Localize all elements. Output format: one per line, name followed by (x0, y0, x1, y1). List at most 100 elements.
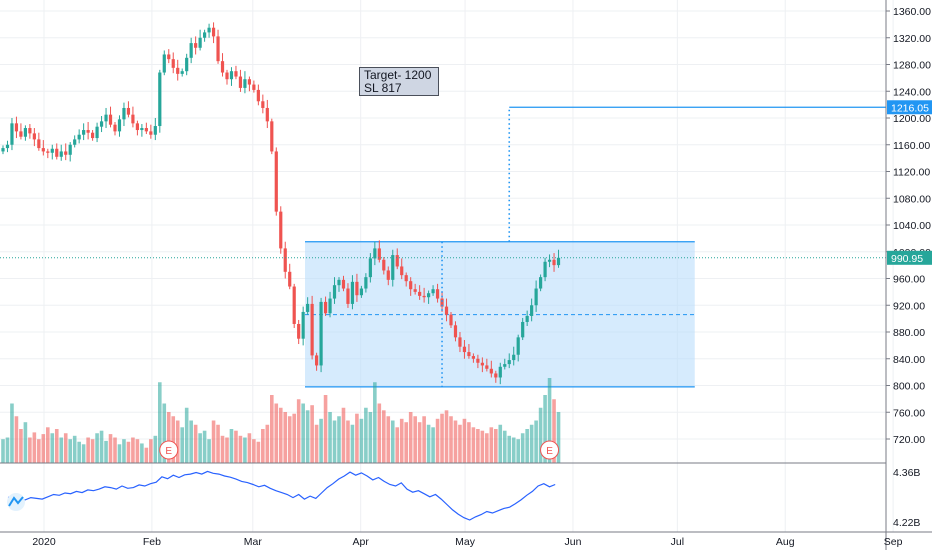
volume-bar (86, 437, 90, 463)
candle-body (131, 114, 135, 124)
volume-bar (59, 437, 64, 463)
volume-bar (390, 420, 395, 463)
candle-body (453, 325, 458, 338)
volume-bar (270, 395, 274, 463)
target-annotation[interactable]: Target- 1200 SL 817 (359, 67, 439, 96)
volume-bar (162, 403, 167, 463)
candle-body (346, 288, 350, 304)
volume-bar (153, 435, 158, 463)
candle-body (144, 128, 148, 132)
annotation-sl-text: SL 817 (364, 81, 402, 95)
volume-bar (543, 395, 547, 463)
volume-bar (462, 418, 467, 463)
volume-bar (131, 437, 135, 463)
candle-body (444, 306, 449, 315)
candle-body (46, 151, 50, 153)
volume-bar (216, 424, 220, 463)
volume-bar (364, 407, 368, 463)
volume-bar (140, 443, 144, 463)
price-tick-label: 880.00 (893, 327, 925, 339)
candle-body (552, 259, 556, 266)
volume-bar (10, 403, 14, 463)
candle-body (189, 43, 193, 58)
candle-body (440, 298, 444, 307)
candle-body (373, 248, 377, 259)
candle-body (234, 71, 238, 77)
candle-body (341, 279, 346, 289)
volume-bar (32, 432, 37, 463)
volume-bar (252, 439, 256, 463)
candle-body (113, 124, 117, 132)
candle-body (323, 301, 328, 314)
candle-body (368, 258, 372, 278)
candle-body (391, 255, 395, 280)
candle-body (1, 148, 5, 152)
volume-bar (301, 403, 305, 463)
candle-body (5, 144, 10, 149)
candle-body (449, 314, 453, 326)
time-tick-label: 2020 (32, 536, 56, 548)
volume-bar (359, 418, 364, 463)
candle-body (467, 352, 471, 357)
earnings-marker (540, 440, 560, 460)
candle-body (382, 259, 386, 271)
candle-body (122, 107, 126, 120)
volume-bar (5, 437, 10, 463)
candle-body (203, 32, 207, 38)
volume-bar (538, 407, 543, 463)
candle-body (462, 346, 467, 353)
candle-body (162, 54, 166, 73)
candle-body (180, 71, 184, 74)
time-tick-label: Mar (244, 536, 263, 548)
candle-body (265, 107, 269, 122)
volume-bar (99, 430, 104, 463)
candle-body (409, 281, 413, 290)
price-tick-label: 1120.00 (893, 167, 930, 179)
candle-body (525, 315, 529, 322)
volume-bar (247, 433, 252, 463)
candle-body (315, 355, 319, 366)
volume-bar (485, 433, 489, 463)
volume-bar (108, 434, 113, 463)
volume-bar (404, 422, 408, 463)
candle-body (64, 151, 68, 155)
candle-body (59, 151, 63, 157)
volume-bar (283, 412, 288, 463)
volume-bar (135, 439, 140, 463)
candle-body (521, 321, 525, 338)
volume-bar (435, 418, 440, 463)
candle-body (543, 261, 547, 278)
candle-body (68, 144, 72, 155)
volume-bar (377, 403, 382, 463)
price-tick-label: 1280.00 (893, 60, 931, 72)
volume-bar (323, 395, 328, 463)
volume-bar (278, 407, 283, 463)
price-tick-label: 840.00 (893, 354, 925, 366)
volume-bar (81, 444, 86, 463)
volume-bar (386, 416, 391, 463)
candle-body (10, 123, 14, 145)
candle-body (413, 289, 417, 292)
volume-bar (440, 413, 444, 463)
volume-bar (184, 407, 189, 463)
candle-body (306, 303, 310, 312)
volume-bar (166, 412, 171, 463)
candle-body (377, 248, 381, 260)
time-tick-label: Jun (564, 536, 581, 548)
volume-bar (220, 435, 225, 463)
candle-body (229, 71, 234, 80)
candle-body (14, 123, 19, 132)
candle-body (55, 148, 59, 157)
candle-body (332, 285, 337, 299)
candle-body (77, 134, 81, 140)
price-tick-label: 760.00 (893, 407, 925, 419)
volume-bar (395, 427, 400, 463)
candle-body (252, 84, 256, 90)
candle-body (220, 61, 225, 73)
volume-bar (198, 433, 202, 463)
candle-body (489, 368, 493, 374)
candle-body (270, 121, 274, 152)
price-tick-label: 1360.00 (893, 6, 931, 18)
volume-bar (494, 429, 498, 463)
